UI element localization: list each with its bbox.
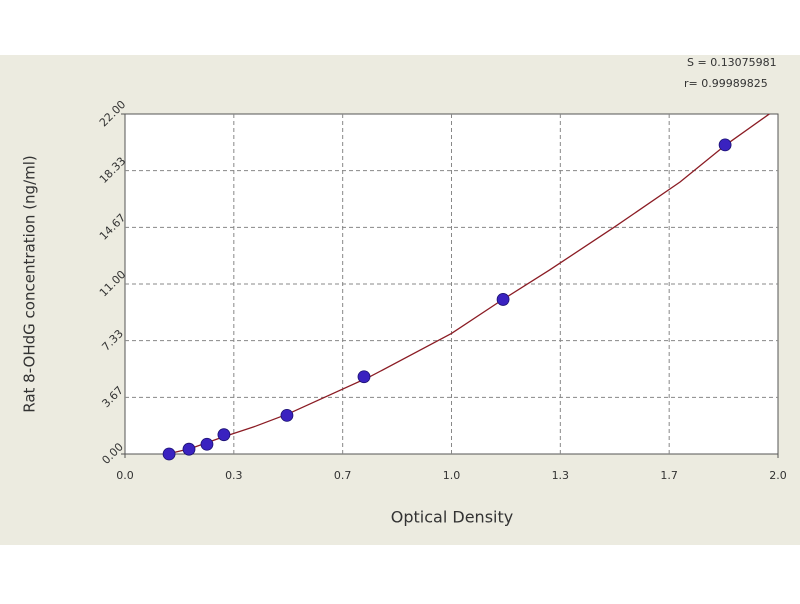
- x-tick-label: 1.3: [552, 469, 570, 482]
- data-point: [357, 370, 371, 384]
- annotation: r= 0.99989825: [684, 77, 768, 90]
- data-point: [718, 138, 732, 152]
- x-tick-label: 0.7: [334, 469, 352, 482]
- x-axis-label: Optical Density: [391, 508, 513, 527]
- x-tick-label: 2.0: [769, 469, 787, 482]
- data-point: [217, 428, 231, 442]
- data-point: [496, 293, 510, 306]
- y-axis-label: Rat 8-OHdG concentration (ng/ml): [21, 155, 39, 413]
- data-point: [280, 408, 294, 422]
- x-tick-label: 0.3: [225, 469, 243, 482]
- data-point: [200, 437, 214, 451]
- data-point: [182, 442, 196, 456]
- data-point: [162, 447, 176, 461]
- x-tick-label: 1.7: [660, 469, 678, 482]
- x-tick-label: 0.0: [116, 469, 134, 482]
- x-tick-label: 1.0: [443, 469, 461, 482]
- annotation: S = 0.13075981: [687, 56, 777, 69]
